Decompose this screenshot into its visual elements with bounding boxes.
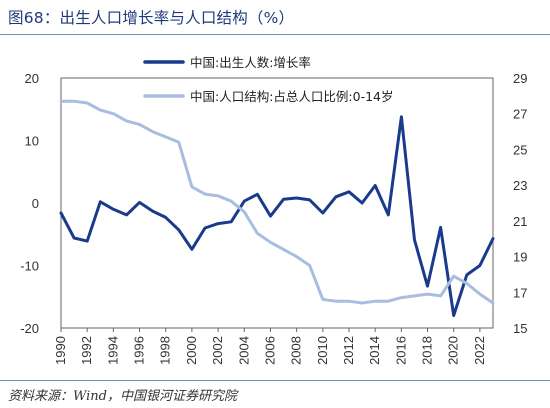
source-divider — [0, 380, 550, 381]
x-tick-label: 2014 — [367, 336, 382, 365]
x-tick-label: 2002 — [210, 336, 225, 365]
x-tick-label: 2022 — [472, 336, 487, 365]
series-line-2 — [59, 99, 495, 305]
x-tick-label: 1996 — [132, 336, 147, 365]
y-right-tick-label: 23 — [513, 178, 527, 193]
x-tick-label: 2010 — [315, 336, 330, 365]
x-tick-label: 2018 — [420, 336, 435, 365]
y-left-tick-label: -10 — [20, 259, 39, 274]
x-tick-label: 1992 — [79, 336, 94, 365]
x-tick-label: 1994 — [105, 336, 120, 365]
y-left-tick-label: -20 — [20, 321, 39, 336]
x-tick-label: 2012 — [341, 336, 356, 365]
y-left-tick-label: 20 — [25, 71, 39, 86]
x-tick-label: 2020 — [446, 336, 461, 365]
x-tick-label: 2004 — [236, 336, 251, 365]
y-right-tick-label: 25 — [513, 142, 527, 157]
y-right-tick-label: 19 — [513, 250, 527, 265]
x-tick-label: 2016 — [393, 336, 408, 365]
y-right-tick-label: 27 — [513, 107, 527, 122]
x-tick-label: 2008 — [289, 336, 304, 365]
title-divider — [0, 34, 550, 35]
y-right-tick-label: 15 — [513, 321, 527, 336]
y-right-tick-label: 21 — [513, 214, 527, 229]
plot-frame — [60, 77, 494, 329]
x-tick-label: 2006 — [262, 336, 277, 365]
y-left-tick-label: 10 — [25, 134, 39, 149]
x-tick-label: 1990 — [53, 336, 68, 365]
legend-label-2: 中国:人口结构:占总人口比例:0-14岁 — [190, 89, 394, 104]
y-right-tick-label: 17 — [513, 285, 527, 300]
series-layer — [59, 99, 495, 317]
source-note: 资料来源：Wind，中国银河证券研究院 — [8, 389, 237, 404]
series-line-1 — [59, 115, 495, 317]
x-tick-label: 2000 — [184, 336, 199, 365]
x-tick-label: 1998 — [158, 336, 173, 365]
y-right-tick-label: 29 — [513, 71, 527, 86]
chart-title: 图68：出生人口增长率与人口结构（%） — [8, 9, 295, 27]
y-left-tick-label: 0 — [32, 196, 39, 211]
legend-label-1: 中国:出生人数:增长率 — [190, 55, 311, 70]
